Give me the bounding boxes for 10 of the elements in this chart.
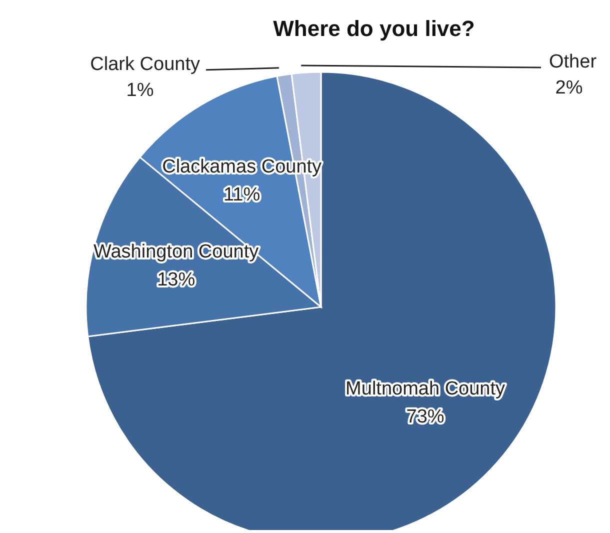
data-label: 1% [126, 80, 154, 101]
chart-title: Where do you live? [272, 16, 476, 42]
data-label: 11% [224, 184, 260, 206]
data-label: 2% [555, 77, 583, 98]
slice-label: Washington County [94, 241, 260, 262]
data-label: 73% [406, 406, 444, 428]
slice-label: Other [549, 51, 598, 72]
slice-label: Clark County [90, 54, 200, 75]
data-label: 13% [157, 269, 196, 290]
slice-label: Multnomah County [346, 378, 506, 400]
